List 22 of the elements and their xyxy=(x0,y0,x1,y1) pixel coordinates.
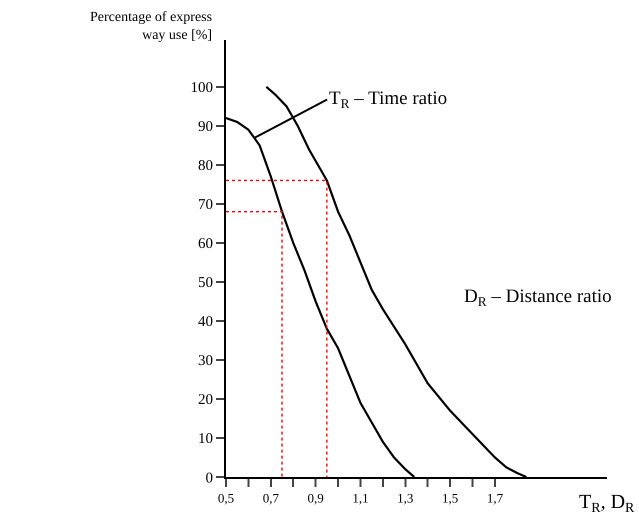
y-tick-label: 50 xyxy=(198,275,213,292)
x-tick-label: 0,7 xyxy=(262,490,280,506)
y-tick-label: 20 xyxy=(198,392,213,408)
x-tick-label: 0,5 xyxy=(218,490,234,506)
x-tick-label: 1,3 xyxy=(397,490,414,506)
y-tick-label: 90 xyxy=(198,119,213,136)
y-tick-label: 70 xyxy=(198,197,213,214)
x-tick-label: 0,9 xyxy=(308,490,324,506)
x-tick-label: 1,5 xyxy=(442,490,458,506)
x-axis-title: T$_{R}$, D$_{R}$ xyxy=(579,491,636,516)
y-tick-label: 100 xyxy=(190,80,213,96)
x-tick-label: 1,1 xyxy=(352,490,369,506)
y-tick-label: 80 xyxy=(198,158,213,174)
y-tick-label: 60 xyxy=(198,236,213,252)
y-axis-title: Percentage of express way use [%] xyxy=(90,10,212,44)
annotation: T$_{R}$ – Time ratio xyxy=(329,88,448,111)
y-tick-label: 0 xyxy=(206,470,213,486)
x-tick-label: 1,7 xyxy=(486,490,504,506)
y-tick-label: 40 xyxy=(198,314,213,330)
y-tick-label: 10 xyxy=(198,431,213,448)
annotation: D$_{R}$ – Distance ratio xyxy=(464,286,612,309)
y-tick-label: 30 xyxy=(198,353,213,370)
